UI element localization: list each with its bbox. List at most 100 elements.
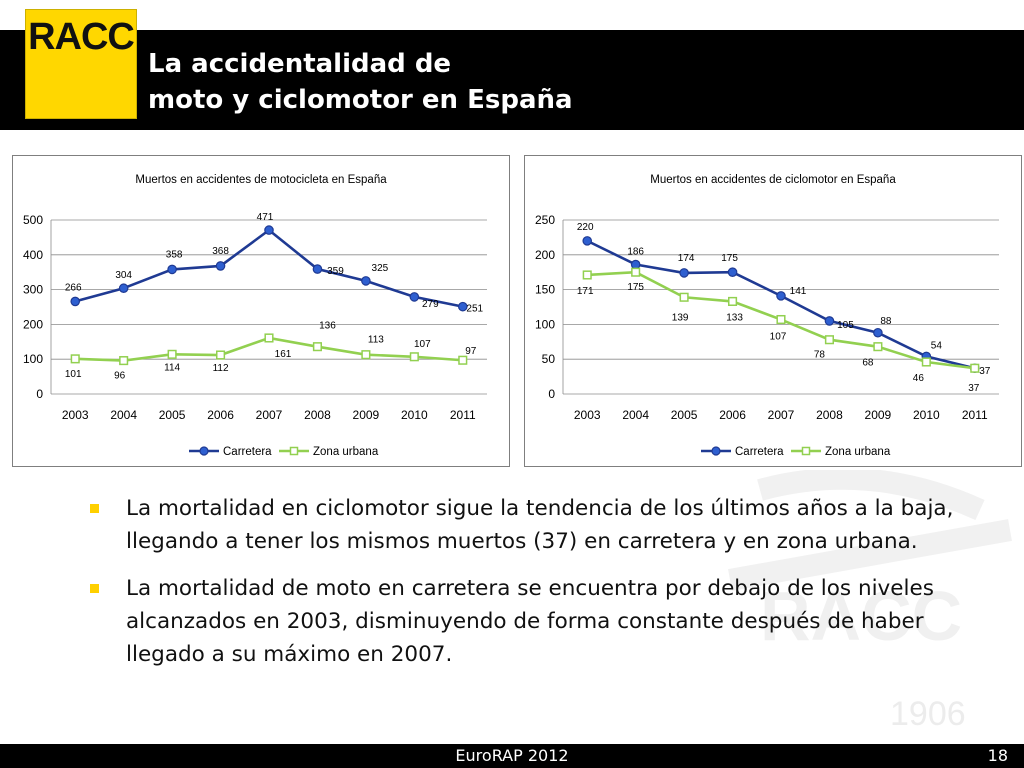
y-tick-label: 200 bbox=[535, 248, 555, 262]
legend-marker-carretera bbox=[711, 446, 721, 456]
data-point-zona-urbana bbox=[728, 296, 738, 306]
y-tick-label: 200 bbox=[23, 317, 43, 331]
data-point-zona-urbana bbox=[873, 342, 883, 352]
legend-marker-zona-urbana bbox=[289, 446, 299, 456]
data-point-carretera bbox=[457, 301, 468, 312]
data-label: 368 bbox=[212, 246, 229, 257]
data-point-carretera bbox=[776, 291, 786, 301]
data-label: 139 bbox=[672, 312, 689, 323]
data-point-zona-urbana bbox=[312, 342, 322, 352]
data-label: 68 bbox=[862, 358, 874, 369]
data-point-carretera bbox=[312, 264, 323, 274]
data-label: 96 bbox=[114, 371, 126, 382]
data-label: 171 bbox=[577, 286, 594, 297]
data-point-zona-urbana bbox=[824, 335, 834, 345]
x-tick-label: 2004 bbox=[622, 408, 649, 422]
moped-chart-svg: Muertos en accidentes de ciclomotor en E… bbox=[535, 174, 999, 458]
legend-label-carretera: Carretera bbox=[223, 446, 272, 458]
y-tick-label: 100 bbox=[23, 352, 43, 366]
data-label: 359 bbox=[327, 266, 344, 277]
data-label: 358 bbox=[166, 249, 183, 260]
x-tick-label: 2006 bbox=[719, 408, 746, 422]
x-tick-label: 2009 bbox=[865, 408, 892, 422]
chart-title: Muertos en accidentes de ciclomotor en E… bbox=[650, 174, 896, 186]
chart-legend: Carretera Zona urbana bbox=[701, 446, 891, 458]
x-tick-label: 2003 bbox=[62, 408, 89, 422]
data-point-carretera bbox=[409, 292, 420, 302]
data-label: 175 bbox=[627, 282, 644, 293]
watermark-year: 1906 bbox=[890, 695, 966, 733]
bullet-item-1: La mortalidad en ciclomotor sigue la ten… bbox=[88, 492, 988, 558]
x-tick-label: 2008 bbox=[816, 408, 843, 422]
x-tick-label: 2005 bbox=[671, 408, 698, 422]
footer: EuroRAP 2012 18 bbox=[0, 744, 1024, 768]
data-label: 97 bbox=[465, 346, 477, 357]
series-line-carretera bbox=[586, 239, 976, 370]
page-title: La accidentalidad de moto y ciclomotor e… bbox=[148, 46, 573, 118]
data-point-carretera bbox=[582, 236, 593, 246]
legend-label-zona-urbana: Zona urbana bbox=[313, 446, 379, 458]
data-label: 107 bbox=[414, 339, 431, 350]
y-tick-label: 500 bbox=[23, 213, 43, 227]
y-tick-label: 400 bbox=[23, 248, 43, 262]
title-line-1: La accidentalidad de bbox=[148, 49, 452, 79]
bullet-square-icon bbox=[90, 504, 99, 513]
data-point-carretera bbox=[215, 261, 226, 271]
y-tick-label: 0 bbox=[36, 387, 43, 401]
y-tick-label: 50 bbox=[542, 352, 556, 366]
legend-label-zona-urbana: Zona urbana bbox=[825, 446, 891, 458]
data-label: 175 bbox=[721, 253, 738, 264]
data-point-carretera bbox=[70, 296, 81, 307]
y-tick-label: 300 bbox=[23, 283, 43, 297]
legend-label-carretera: Carretera bbox=[735, 446, 784, 458]
bullet-text-1: La mortalidad en ciclomotor sigue la ten… bbox=[126, 496, 954, 554]
data-point-zona-urbana bbox=[679, 292, 689, 302]
y-tick-label: 150 bbox=[535, 283, 555, 297]
moped-chart: Muertos en accidentes de ciclomotor en E… bbox=[524, 155, 1022, 467]
logo-text: RACC bbox=[28, 16, 135, 58]
x-tick-label: 2006 bbox=[207, 408, 234, 422]
data-point-zona-urbana bbox=[631, 267, 641, 277]
x-tick-label: 2005 bbox=[159, 408, 186, 422]
data-label: 37 bbox=[968, 383, 980, 394]
data-point-carretera bbox=[727, 267, 738, 277]
data-label: 266 bbox=[65, 282, 82, 293]
data-label: 325 bbox=[372, 263, 389, 274]
data-label: 304 bbox=[115, 270, 132, 281]
data-point-zona-urbana bbox=[70, 354, 80, 364]
data-point-zona-urbana bbox=[216, 350, 226, 360]
header-band bbox=[0, 30, 1024, 130]
data-label: 54 bbox=[931, 340, 943, 351]
data-point-zona-urbana bbox=[119, 356, 129, 366]
data-point-carretera bbox=[824, 316, 835, 326]
y-tick-label: 100 bbox=[535, 317, 555, 331]
x-tick-label: 2010 bbox=[913, 408, 940, 422]
data-label: 46 bbox=[913, 373, 925, 384]
x-tick-label: 2007 bbox=[768, 408, 795, 422]
motorcycle-chart: Muertos en accidentes de motocicleta en … bbox=[12, 155, 510, 467]
data-point-carretera bbox=[630, 259, 641, 270]
data-point-carretera bbox=[167, 264, 177, 275]
footer-label: EuroRAP 2012 bbox=[455, 746, 569, 765]
data-label: 112 bbox=[213, 363, 229, 374]
bullet-item-2: La mortalidad de moto en carretera se en… bbox=[88, 572, 988, 671]
data-label: 279 bbox=[422, 299, 439, 310]
x-tick-label: 2009 bbox=[353, 408, 380, 422]
x-tick-label: 2007 bbox=[256, 408, 283, 422]
data-label: 105 bbox=[837, 320, 854, 331]
data-label: 37 bbox=[979, 366, 991, 377]
racc-logo: RACC bbox=[26, 10, 136, 118]
x-tick-label: 2008 bbox=[304, 408, 331, 422]
data-point-zona-urbana bbox=[361, 350, 371, 360]
data-point-zona-urbana bbox=[921, 357, 931, 367]
x-tick-label: 2003 bbox=[574, 408, 601, 422]
legend-marker-zona-urbana bbox=[801, 446, 811, 456]
bullet-square-icon bbox=[90, 584, 99, 593]
data-label: 107 bbox=[770, 332, 787, 343]
data-point-zona-urbana bbox=[582, 270, 592, 280]
data-point-carretera bbox=[873, 327, 883, 338]
x-tick-label: 2010 bbox=[401, 408, 428, 422]
data-point-zona-urbana bbox=[409, 352, 419, 362]
data-label: 101 bbox=[65, 369, 82, 380]
y-tick-label: 250 bbox=[535, 213, 555, 227]
